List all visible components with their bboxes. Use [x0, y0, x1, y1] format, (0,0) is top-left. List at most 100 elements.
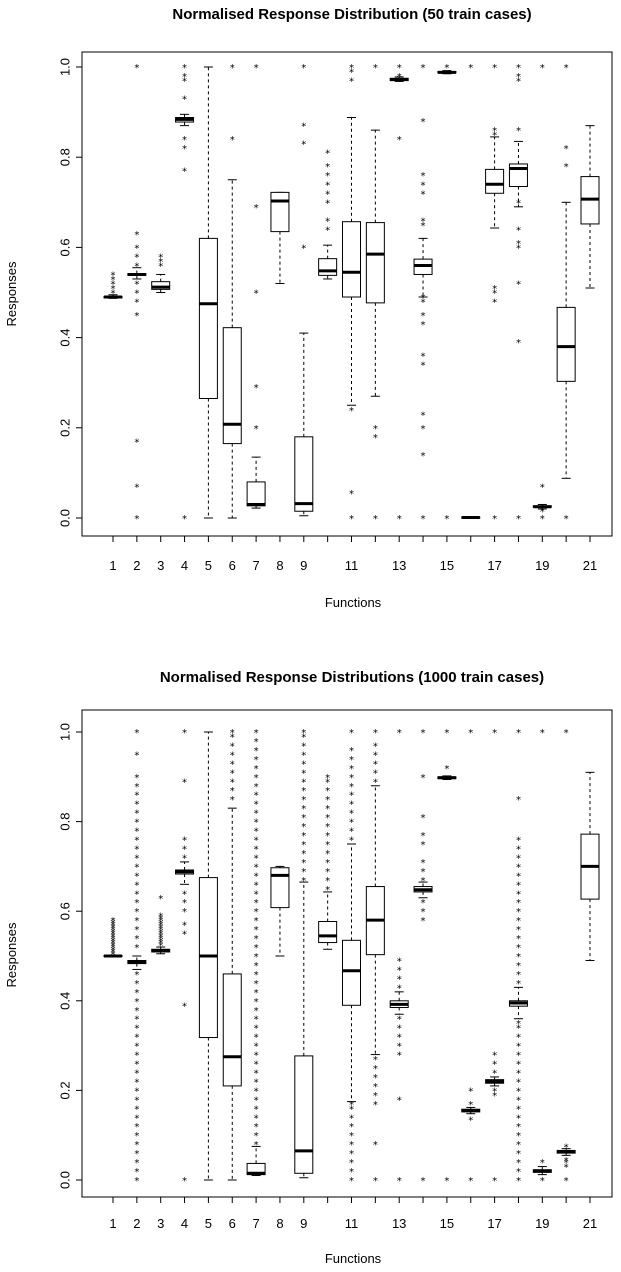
outlier-point: * [134, 1095, 139, 1106]
x-tick-label: 4 [181, 558, 188, 573]
outlier-point: * [421, 352, 426, 363]
outlier-point: * [492, 1091, 497, 1102]
iqr-box [222, 327, 242, 445]
outlier-point: * [397, 965, 402, 976]
outlier-point: * [182, 836, 187, 847]
outlier-point: * [492, 289, 497, 300]
outlier-point: * [421, 898, 426, 909]
outlier-point: * [516, 1077, 521, 1088]
outlier-point: * [325, 849, 330, 860]
outlier-point: * [516, 279, 521, 290]
x-axis: 1 2 3 4 5 6 7 8 9 11 13 15 17 19 21 [109, 535, 597, 573]
outlier-point: * [111, 270, 116, 281]
iqr-box [270, 867, 290, 909]
outlier-point: * [421, 361, 426, 372]
outlier-point: * [516, 943, 521, 954]
outlier-point: * [254, 1095, 259, 1106]
outlier-point: * [230, 750, 235, 761]
outlier-point: * [325, 822, 330, 833]
outlier-point: * [516, 1024, 521, 1035]
outlier-point: * [540, 514, 545, 525]
outlier-point: * [325, 804, 330, 815]
outlier-point: * [492, 63, 497, 74]
outlier-point: * [254, 871, 259, 882]
outlier-point: * [134, 889, 139, 900]
outlier-point: * [254, 988, 259, 999]
outlier-point: * [516, 1140, 521, 1151]
outlier-point: * [516, 898, 521, 909]
outlier-point: * [325, 858, 330, 869]
outlier-point: * [134, 943, 139, 954]
outlier-point: * [373, 1055, 378, 1066]
outlier-point: * [349, 809, 354, 820]
outlier-point: * [134, 853, 139, 864]
outlier-point: * [468, 1100, 473, 1111]
outlier-point: * [349, 1149, 354, 1160]
box-function-14: ************ [413, 728, 433, 1187]
outlier-point: * [349, 1176, 354, 1187]
outlier-point: * [230, 741, 235, 752]
outlier-point: * [421, 293, 426, 304]
outlier-point: * [254, 289, 259, 300]
outlier-point: * [325, 162, 330, 173]
outlier-point: * [564, 514, 569, 525]
outlier-point: * [254, 1006, 259, 1017]
y-tick-label: 0.4 [57, 992, 72, 1010]
outlier-point: * [254, 898, 259, 909]
outlier-point: * [540, 63, 545, 74]
outlier-point: * [134, 773, 139, 784]
outlier-point: * [325, 795, 330, 806]
y-tick-label: 0.8 [57, 148, 72, 166]
outlier-point: * [111, 275, 116, 286]
outlier-point: * [182, 889, 187, 900]
outlier-point: * [182, 95, 187, 106]
outlier-point: * [254, 1015, 259, 1026]
box-function-6: ** [222, 63, 242, 519]
x-tick-label: 11 [345, 558, 359, 573]
outlier-point: * [325, 149, 330, 160]
y-tick-label: 1.0 [57, 723, 72, 741]
outlier-point: * [373, 433, 378, 444]
outlier-point: * [421, 728, 426, 739]
outlier-point: * [349, 728, 354, 739]
y-tick-label: 0.2 [57, 1081, 72, 1099]
outlier-point: * [254, 1060, 259, 1071]
outlier-point: * [182, 921, 187, 932]
outlier-point: * [516, 728, 521, 739]
box-function-21 [580, 125, 600, 289]
outlier-point: * [492, 131, 497, 142]
outlier-point: * [516, 1019, 521, 1030]
box-function-11: ****** [342, 63, 361, 525]
x-tick-label: 3 [157, 558, 164, 573]
outlier-point: * [111, 941, 116, 952]
outlier-point: * [516, 979, 521, 990]
outlier-point: * [516, 853, 521, 864]
outlier-point: * [254, 728, 259, 739]
outlier-point: * [373, 1140, 378, 1151]
box-function-6: ********* [222, 728, 242, 1181]
outlier-point: * [349, 818, 354, 829]
outlier-point: * [397, 1033, 402, 1044]
outlier-point: * [182, 907, 187, 918]
outlier-point: * [301, 243, 306, 254]
y-axis-label: Responses [4, 261, 19, 327]
outlier-point: * [373, 1176, 378, 1187]
outlier-point: * [134, 800, 139, 811]
box-function-1: **************** [103, 916, 123, 961]
outlier-point: * [516, 1095, 521, 1106]
outlier-point: * [349, 77, 354, 88]
box-function-4: ******** [175, 63, 195, 525]
outlier-point: * [111, 279, 116, 290]
outlier-point: * [182, 777, 187, 788]
box-function-19: **** [532, 63, 552, 525]
outlier-point: * [516, 1113, 521, 1124]
outlier-point: * [492, 1068, 497, 1079]
outlier-point: * [301, 732, 306, 743]
box-series: ****************************************… [103, 63, 600, 525]
outlier-point: * [301, 840, 306, 851]
outlier-point: * [182, 135, 187, 146]
outlier-point: * [301, 867, 306, 878]
outlier-point: * [134, 925, 139, 936]
outlier-point: * [158, 939, 163, 950]
